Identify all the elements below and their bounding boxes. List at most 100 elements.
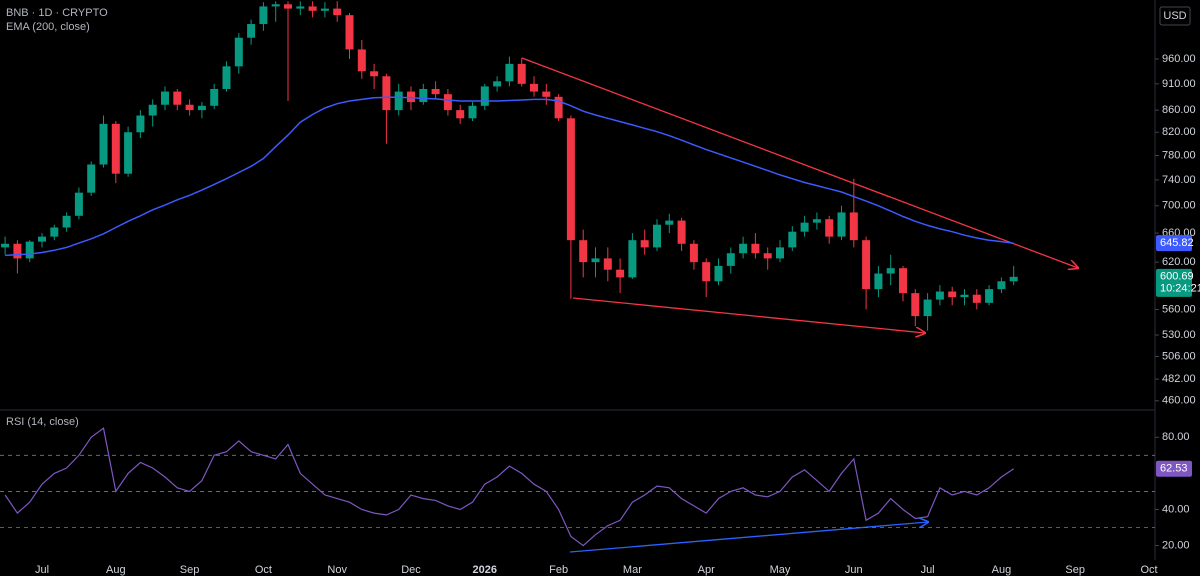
y-tick-label: 530.00 (1162, 329, 1196, 341)
candle-body (616, 269, 625, 278)
y-tick-label: 960.00 (1162, 53, 1196, 65)
chart-title: BNB · 1D · CRYPTO (6, 7, 108, 19)
candle-body (603, 258, 612, 270)
candle-body (566, 118, 575, 241)
candle-body (136, 115, 145, 133)
candle-body (247, 24, 256, 38)
candle-body (357, 49, 366, 72)
x-tick-label: Apr (698, 564, 715, 576)
price-badge (1156, 460, 1192, 477)
y-tick-label: 560.00 (1162, 303, 1196, 315)
candle-body (185, 104, 194, 111)
candle-body (714, 265, 723, 282)
candle-body (234, 37, 243, 67)
candle-body (862, 240, 871, 290)
y-tick-label: 80.00 (1162, 431, 1190, 443)
candle-body (1, 243, 10, 248)
y-tick-label: 20.00 (1162, 539, 1190, 551)
candle-body (628, 240, 637, 278)
candle-body (99, 123, 108, 165)
y-tick-label: 40.00 (1162, 503, 1190, 515)
candle-body (161, 91, 169, 105)
price-badge-label: 600.69 (1160, 271, 1194, 283)
y-tick-label: 482.00 (1162, 373, 1196, 385)
price-badge-label: 62.53 (1160, 463, 1188, 475)
candle-body (505, 63, 514, 82)
candle-body (923, 299, 932, 317)
series-line (4, 427, 1015, 547)
price-badge-label: 645.82 (1160, 237, 1194, 249)
candle-body (210, 88, 219, 106)
y-tick-label: 620.00 (1162, 256, 1196, 268)
y-tick-label: 860.00 (1162, 104, 1196, 116)
candle-body (456, 110, 465, 119)
candle-body (13, 243, 22, 259)
candle-body (591, 258, 600, 263)
candle-body (74, 192, 83, 216)
x-tick-label: Aug (992, 564, 1012, 576)
candle-body (296, 6, 305, 9)
candle-body (407, 91, 415, 103)
x-tick-label: Sep (1065, 564, 1085, 576)
x-tick-label: Nov (327, 564, 347, 576)
y-tick-label: 820.00 (1162, 126, 1196, 138)
candle-body (776, 247, 784, 259)
candle-body (259, 6, 268, 25)
candle-body (985, 289, 994, 303)
candle-body (87, 164, 96, 193)
candle-body (493, 81, 502, 87)
x-tick-label: Feb (549, 564, 568, 576)
candle-body (370, 71, 379, 77)
candle-body (911, 293, 920, 317)
x-tick-label: Jun (845, 564, 863, 576)
candle-body (382, 76, 391, 111)
candle-body (124, 132, 133, 174)
candle-body (948, 291, 957, 298)
x-tick-label: May (770, 564, 791, 576)
x-tick-label: Jul (921, 564, 935, 576)
candle-body (899, 268, 907, 294)
candle-body (148, 104, 157, 116)
candle-body (394, 91, 403, 111)
candle-body (111, 123, 120, 174)
candle-body (333, 8, 342, 16)
x-tick-label: Mar (623, 564, 642, 576)
candle-body (25, 241, 34, 259)
countdown-label: 10:24:21 (1160, 283, 1200, 295)
candle-body (751, 243, 760, 254)
candle-body (997, 281, 1006, 290)
candle-body (739, 243, 748, 254)
y-tick-label: 506.00 (1162, 350, 1196, 362)
candle-body (431, 88, 440, 95)
currency[interactable]: USD (1163, 10, 1186, 22)
candle-body (62, 215, 71, 228)
candle-body (50, 227, 59, 237)
candle-body (788, 231, 797, 248)
y-tick-label: 910.00 (1162, 78, 1196, 90)
candle-body (579, 240, 588, 263)
candle-body (284, 4, 292, 9)
candle-body (1009, 276, 1018, 282)
candle-body (886, 268, 895, 274)
candle-body (935, 291, 944, 300)
candle-body (726, 253, 735, 266)
candle-body (320, 8, 329, 11)
trend-line (521, 57, 1078, 268)
candle-body (849, 212, 858, 241)
candle-body (345, 15, 354, 50)
trend-line (572, 297, 925, 333)
candle-body (653, 224, 661, 248)
candle-body (677, 220, 686, 244)
candle-body (542, 91, 551, 97)
candle-body (763, 253, 772, 259)
currency-box[interactable] (1159, 6, 1191, 26)
candle-body (308, 6, 317, 11)
candle-body (271, 4, 280, 7)
candle-body (874, 273, 883, 290)
indicator-label: RSI (14, close) (6, 416, 79, 428)
candle-body (689, 243, 698, 263)
candle-body (197, 105, 206, 111)
x-tick-label: Oct (1140, 564, 1157, 576)
indicator-label: EMA (200, close) (6, 21, 90, 33)
